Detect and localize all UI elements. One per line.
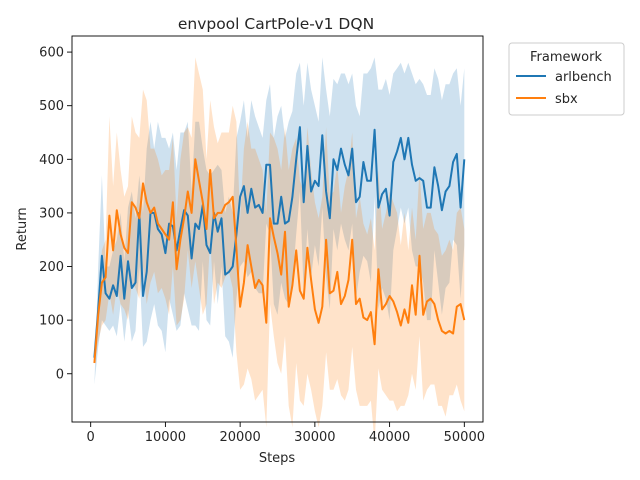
legend-label-arlbench: arlbench xyxy=(555,70,612,85)
series-lines xyxy=(93,126,466,364)
plot-area xyxy=(71,35,484,444)
x-axis-label: Steps xyxy=(259,451,296,466)
band-arlbench xyxy=(94,57,465,385)
chart-title: envpool CartPole-v1 DQN xyxy=(178,15,374,33)
y-tick-label: 400 xyxy=(39,153,64,168)
legend: Framework arlbench sbx xyxy=(508,42,625,116)
legend-label-sbx: sbx xyxy=(555,92,578,107)
x-tick-label: 40000 xyxy=(369,430,410,445)
confidence-bands xyxy=(94,57,465,444)
x-tick-label: 10000 xyxy=(145,430,186,445)
y-tick-label: 100 xyxy=(39,314,64,329)
x-axis: 0 10000 20000 30000 40000 50000 xyxy=(87,422,485,445)
plot-frame xyxy=(71,35,484,423)
y-tick-label: 200 xyxy=(39,260,64,275)
series-line-arlbench xyxy=(93,126,466,358)
x-tick-label: 0 xyxy=(87,430,95,445)
legend-title: Framework xyxy=(530,50,602,65)
series-line-sbx xyxy=(93,158,466,364)
y-tick-label: 0 xyxy=(56,367,64,382)
y-tick-label: 500 xyxy=(39,99,64,114)
y-axis-label: Return xyxy=(15,207,30,250)
band-sbx xyxy=(94,57,465,444)
x-tick-label: 20000 xyxy=(219,430,260,445)
y-axis: 0 100 200 300 400 500 600 xyxy=(39,46,72,382)
y-tick-label: 300 xyxy=(39,206,64,221)
x-tick-label: 50000 xyxy=(444,430,485,445)
x-tick-label: 30000 xyxy=(294,430,335,445)
y-tick-label: 600 xyxy=(39,46,64,61)
